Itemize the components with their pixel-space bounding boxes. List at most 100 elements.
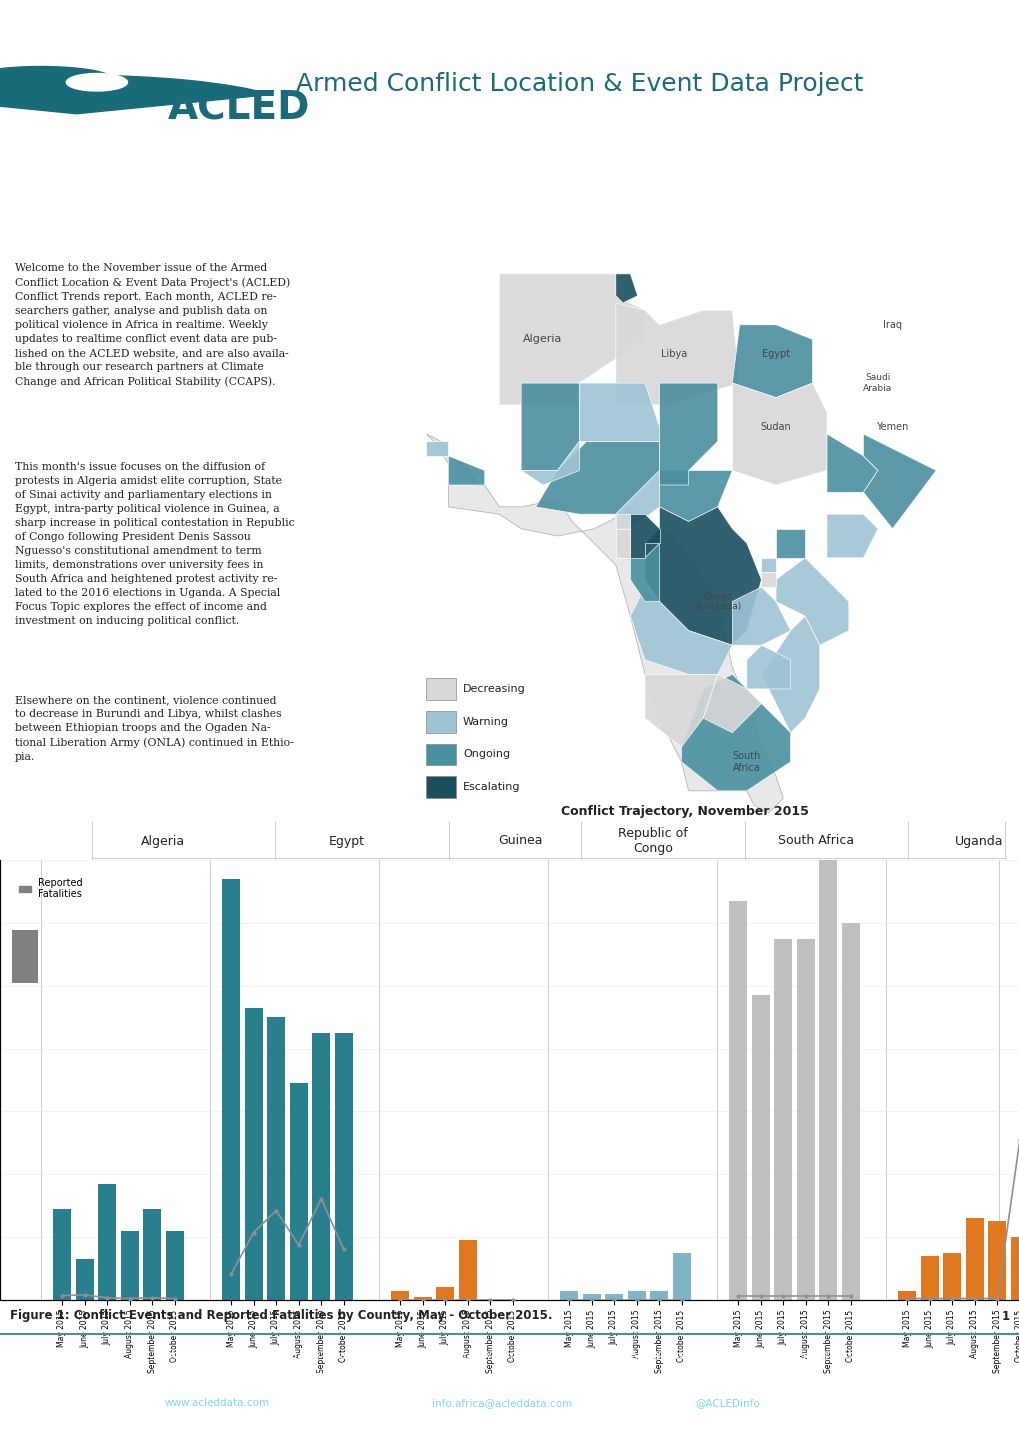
- Polygon shape: [630, 587, 732, 675]
- Text: CONFLICT TRENDS (NO. 43): CONFLICT TRENDS (NO. 43): [709, 187, 999, 208]
- Bar: [312, 1032, 330, 1301]
- Text: Egypt: Egypt: [328, 835, 365, 848]
- Bar: [426, 678, 455, 699]
- Polygon shape: [746, 645, 790, 689]
- Bar: [426, 711, 455, 733]
- Text: ACLED: ACLED: [168, 89, 311, 127]
- Bar: [165, 1231, 183, 1301]
- Text: Saudi
Arabia: Saudi Arabia: [862, 373, 892, 392]
- Bar: [414, 1296, 431, 1301]
- Text: This month's issue focuses on the diffusion of
protests in Algeria amidst elite : This month's issue focuses on the diffus…: [15, 461, 294, 626]
- Polygon shape: [761, 616, 819, 733]
- Bar: [222, 878, 239, 1301]
- Polygon shape: [732, 324, 812, 398]
- Bar: [729, 901, 747, 1301]
- Polygon shape: [644, 508, 761, 645]
- Polygon shape: [659, 470, 732, 522]
- Bar: [604, 1293, 623, 1301]
- Text: www.acleddata.com: www.acleddata.com: [164, 1399, 270, 1409]
- Bar: [436, 1288, 453, 1301]
- Text: Welcome to the November issue of the Armed
Conflict Location & Event Data Projec: Welcome to the November issue of the Arm…: [15, 264, 290, 386]
- Polygon shape: [644, 675, 717, 747]
- Bar: [53, 1208, 71, 1301]
- Text: 1: 1: [1001, 1309, 1009, 1322]
- Text: Uganda: Uganda: [954, 835, 1003, 848]
- Bar: [12, 930, 38, 983]
- Polygon shape: [426, 441, 448, 456]
- Text: Figure 1: Conflict Events and Reported Fatalities by Country, May - October 2015: Figure 1: Conflict Events and Reported F…: [10, 1309, 552, 1322]
- Polygon shape: [426, 434, 783, 813]
- Text: Warning: Warning: [463, 717, 508, 727]
- Text: www.acleddata.com  or by contacting  info.africa@acleddata.com  . Follow  @ACLED: www.acleddata.com or by contacting info.…: [143, 1399, 876, 1409]
- Bar: [965, 1218, 983, 1301]
- Bar: [98, 1184, 116, 1301]
- Bar: [673, 1253, 690, 1301]
- Text: info.africa@acleddata.com: info.africa@acleddata.com: [431, 1399, 572, 1409]
- Polygon shape: [521, 384, 579, 470]
- Bar: [627, 1291, 645, 1301]
- Bar: [426, 744, 455, 766]
- Polygon shape: [615, 303, 739, 405]
- Bar: [559, 1291, 578, 1301]
- Polygon shape: [615, 274, 637, 303]
- Ellipse shape: [66, 74, 127, 91]
- Text: @ACLEDinfo: @ACLEDinfo: [694, 1399, 759, 1409]
- Legend: Reported
Fatalities: Reported Fatalities: [15, 874, 87, 903]
- Polygon shape: [732, 384, 826, 485]
- Bar: [796, 939, 814, 1301]
- Text: Guinea: Guinea: [497, 835, 542, 848]
- Polygon shape: [761, 572, 775, 587]
- Text: disaggregated by type of violence and actors. Further information and maps, data: disaggregated by type of violence and ac…: [187, 1373, 832, 1383]
- Bar: [898, 1291, 915, 1301]
- Circle shape: [0, 66, 112, 91]
- Text: Conflict Trajectory, November 2015: Conflict Trajectory, November 2015: [560, 805, 808, 818]
- Bar: [943, 1253, 961, 1301]
- Text: Yemen: Yemen: [875, 421, 908, 431]
- Text: Sudan: Sudan: [760, 421, 791, 431]
- Bar: [390, 1291, 409, 1301]
- Polygon shape: [499, 274, 644, 405]
- Bar: [75, 1259, 94, 1301]
- Bar: [459, 1240, 476, 1301]
- Text: Escalating: Escalating: [463, 782, 520, 792]
- Bar: [818, 859, 837, 1301]
- Text: South Africa: South Africa: [777, 835, 853, 848]
- Bar: [1010, 1237, 1019, 1301]
- Polygon shape: [826, 515, 877, 558]
- Text: Congo
(Kinshasa): Congo (Kinshasa): [694, 591, 741, 611]
- Polygon shape: [615, 515, 630, 529]
- Polygon shape: [630, 515, 659, 558]
- Text: Egypt: Egypt: [761, 349, 790, 359]
- Polygon shape: [732, 587, 790, 645]
- Bar: [987, 1221, 1006, 1301]
- Bar: [143, 1208, 161, 1301]
- Bar: [334, 1032, 353, 1301]
- Bar: [650, 1291, 667, 1301]
- Bar: [120, 1231, 139, 1301]
- Polygon shape: [615, 470, 659, 529]
- Text: Ongoing: Ongoing: [463, 750, 510, 760]
- Polygon shape: [535, 441, 659, 515]
- Bar: [751, 995, 769, 1301]
- Polygon shape: [826, 434, 877, 492]
- Polygon shape: [659, 384, 717, 485]
- Polygon shape: [862, 434, 935, 529]
- Bar: [267, 1017, 285, 1301]
- Text: Iraq: Iraq: [882, 320, 901, 330]
- Text: Algeria: Algeria: [141, 835, 185, 848]
- Text: ACLED is a publicly available database of political violence, which focuses on c: ACLED is a publicly available database o…: [169, 1351, 850, 1361]
- Polygon shape: [448, 456, 484, 485]
- Bar: [920, 1256, 937, 1301]
- Text: Republic of
Congo: Republic of Congo: [618, 828, 687, 855]
- Text: Decreasing: Decreasing: [463, 684, 525, 694]
- Text: Elsewhere on the continent, violence continued
to decrease in Burundi and Libya,: Elsewhere on the continent, violence con…: [15, 695, 293, 761]
- Text: South
Africa: South Africa: [732, 751, 760, 773]
- Polygon shape: [579, 384, 659, 441]
- Text: Libya: Libya: [660, 349, 687, 359]
- Polygon shape: [775, 529, 804, 558]
- Bar: [289, 1083, 308, 1301]
- Polygon shape: [761, 558, 775, 572]
- Bar: [582, 1293, 600, 1301]
- Polygon shape: [681, 675, 790, 790]
- Polygon shape: [630, 544, 659, 601]
